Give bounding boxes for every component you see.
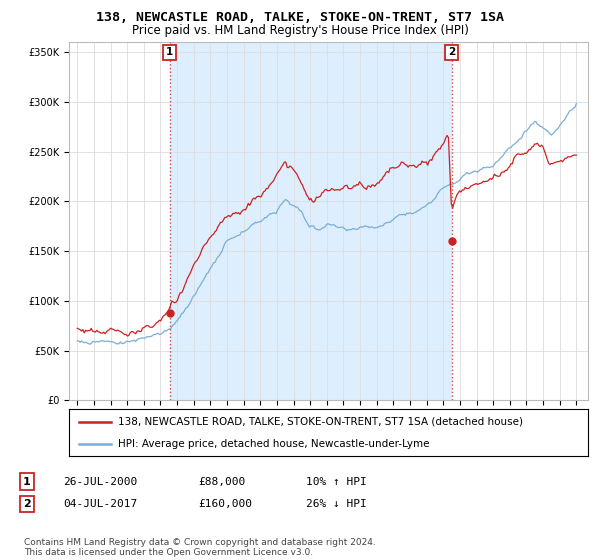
Text: 2: 2 (448, 48, 455, 57)
Text: 10% ↑ HPI: 10% ↑ HPI (306, 477, 367, 487)
Text: Contains HM Land Registry data © Crown copyright and database right 2024.
This d: Contains HM Land Registry data © Crown c… (24, 538, 376, 557)
Text: 138, NEWCASTLE ROAD, TALKE, STOKE-ON-TRENT, ST7 1SA: 138, NEWCASTLE ROAD, TALKE, STOKE-ON-TRE… (96, 11, 504, 24)
Text: 2: 2 (23, 499, 31, 509)
Text: 1: 1 (166, 48, 173, 57)
Text: 26% ↓ HPI: 26% ↓ HPI (306, 499, 367, 509)
Text: 1: 1 (23, 477, 31, 487)
Text: 138, NEWCASTLE ROAD, TALKE, STOKE-ON-TRENT, ST7 1SA (detached house): 138, NEWCASTLE ROAD, TALKE, STOKE-ON-TRE… (118, 417, 523, 427)
Text: £88,000: £88,000 (198, 477, 245, 487)
Text: HPI: Average price, detached house, Newcastle-under-Lyme: HPI: Average price, detached house, Newc… (118, 438, 430, 449)
Text: Price paid vs. HM Land Registry's House Price Index (HPI): Price paid vs. HM Land Registry's House … (131, 24, 469, 36)
Text: £160,000: £160,000 (198, 499, 252, 509)
Text: 26-JUL-2000: 26-JUL-2000 (63, 477, 137, 487)
Bar (170, 42, 452, 400)
Text: 04-JUL-2017: 04-JUL-2017 (63, 499, 137, 509)
